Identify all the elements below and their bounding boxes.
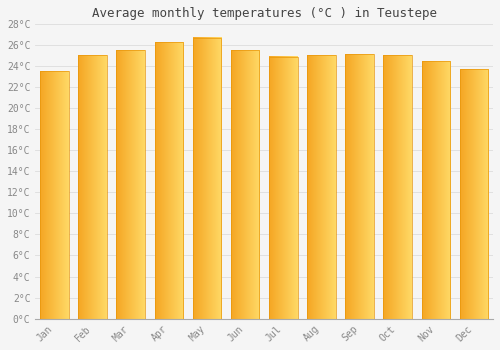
Bar bbox=[345, 54, 374, 318]
Bar bbox=[460, 69, 488, 318]
Bar bbox=[192, 37, 222, 318]
Bar bbox=[231, 50, 260, 318]
Bar bbox=[40, 71, 68, 318]
Title: Average monthly temperatures (°C ) in Teustepe: Average monthly temperatures (°C ) in Te… bbox=[92, 7, 436, 20]
Bar bbox=[116, 50, 145, 318]
Bar bbox=[269, 56, 298, 318]
Bar bbox=[154, 42, 183, 318]
Bar bbox=[384, 55, 412, 318]
Bar bbox=[78, 55, 107, 318]
Bar bbox=[307, 55, 336, 318]
Bar bbox=[422, 61, 450, 318]
